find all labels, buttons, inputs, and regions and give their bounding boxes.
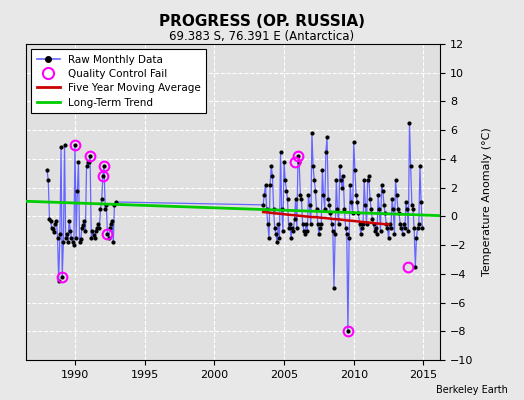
Text: Berkeley Earth: Berkeley Earth [436, 385, 508, 395]
Legend: Raw Monthly Data, Quality Control Fail, Five Year Moving Average, Long-Term Tren: Raw Monthly Data, Quality Control Fail, … [31, 49, 206, 113]
Text: PROGRESS (OP. RUSSIA): PROGRESS (OP. RUSSIA) [159, 14, 365, 29]
Y-axis label: Temperature Anomaly (°C): Temperature Anomaly (°C) [482, 128, 492, 276]
Text: 69.383 S, 76.391 E (Antarctica): 69.383 S, 76.391 E (Antarctica) [169, 30, 355, 43]
